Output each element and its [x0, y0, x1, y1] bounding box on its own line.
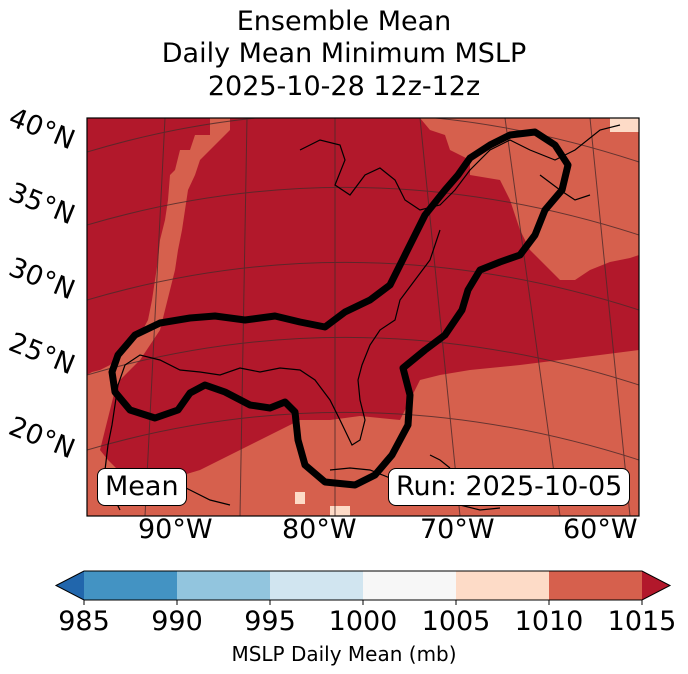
meridian-line: [419, 118, 461, 516]
colorbar-bin: [456, 571, 550, 600]
colorbar-extend-high: [642, 571, 670, 600]
lon-label-80w: 80°W: [282, 514, 357, 545]
chart-title-line-3: 2025-10-28 12z-12z: [207, 71, 481, 102]
run-date-badge: Run: 2025-10-05: [388, 468, 631, 506]
parallel-line: [87, 118, 639, 163]
colorbar-tick-label: 1000: [328, 606, 398, 637]
parallel-line: [87, 336, 639, 386]
lon-label-70w: 70°W: [420, 514, 495, 545]
mean-badge: Mean: [97, 468, 187, 506]
colorbar-tick-label: 985: [58, 606, 110, 637]
colorbar-label: MSLP Daily Mean (mb): [231, 642, 457, 666]
ensemble-contour: [108, 128, 572, 489]
colorbar-bin: [84, 571, 178, 600]
patch-1005-1010: [330, 506, 350, 516]
parallel-line: [87, 186, 639, 236]
colorbar-tick-label: 995: [244, 606, 296, 637]
colorbar-tick-label: 1015: [607, 606, 677, 637]
patch-1005-1010: [610, 118, 639, 132]
parallel-line: [87, 411, 639, 461]
colorbar-bin: [270, 571, 364, 600]
colorbar-bin: [177, 571, 271, 600]
colorbar-tick-label: 1010: [514, 606, 584, 637]
colorbar-tick-label: 1005: [421, 606, 491, 637]
colorbar-tick-label: 990: [151, 606, 203, 637]
colorbar-extend-low: [56, 571, 84, 600]
colorbar: [54, 570, 672, 605]
coastline: [539, 174, 591, 201]
meridian-line: [589, 118, 631, 516]
coastline: [299, 124, 621, 211]
lon-label-60w: 60°W: [563, 514, 638, 545]
meridian-line: [504, 118, 561, 516]
parallel-line: [87, 261, 639, 311]
colorbar-bin: [363, 571, 457, 600]
coastline: [429, 454, 451, 469]
lon-label-90w: 90°W: [138, 514, 213, 545]
patch-1005-1010: [295, 492, 305, 504]
chart-title-line-1: Ensemble Mean: [236, 6, 452, 37]
meridian-line: [144, 118, 166, 516]
colorbar-bin: [549, 571, 643, 600]
map-frame: [86, 117, 640, 517]
chart-title-line-2: Daily Mean Minimum MSLP: [161, 38, 527, 69]
